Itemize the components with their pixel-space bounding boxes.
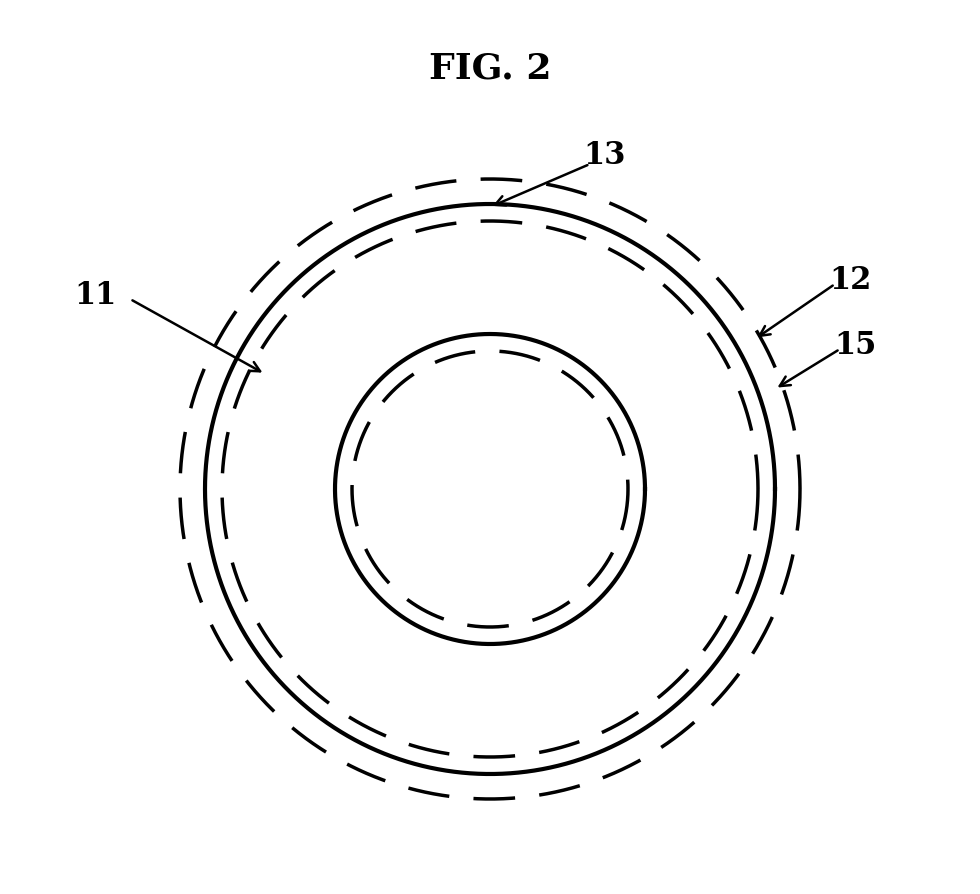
Text: 11: 11 (74, 279, 116, 310)
Text: FIG. 2: FIG. 2 (429, 51, 551, 85)
Text: 12: 12 (829, 265, 871, 295)
Text: 15: 15 (834, 329, 876, 360)
Text: 13: 13 (584, 139, 626, 171)
